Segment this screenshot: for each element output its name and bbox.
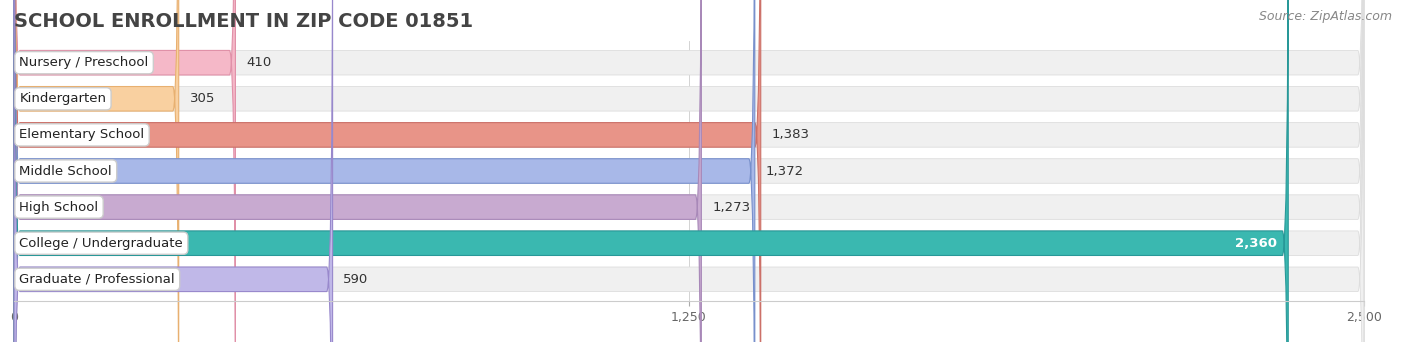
FancyBboxPatch shape: [14, 0, 755, 342]
FancyBboxPatch shape: [14, 0, 235, 342]
Text: 590: 590: [343, 273, 368, 286]
FancyBboxPatch shape: [14, 0, 1364, 342]
Text: Source: ZipAtlas.com: Source: ZipAtlas.com: [1258, 10, 1392, 23]
FancyBboxPatch shape: [14, 0, 1364, 342]
Text: Kindergarten: Kindergarten: [20, 92, 107, 105]
Text: Middle School: Middle School: [20, 165, 112, 177]
Text: Nursery / Preschool: Nursery / Preschool: [20, 56, 149, 69]
FancyBboxPatch shape: [14, 0, 179, 342]
Text: 410: 410: [246, 56, 271, 69]
FancyBboxPatch shape: [14, 0, 702, 342]
Text: High School: High School: [20, 201, 98, 214]
Text: SCHOOL ENROLLMENT IN ZIP CODE 01851: SCHOOL ENROLLMENT IN ZIP CODE 01851: [14, 12, 474, 31]
Text: 305: 305: [190, 92, 215, 105]
FancyBboxPatch shape: [14, 0, 1364, 342]
FancyBboxPatch shape: [14, 0, 1364, 342]
Text: 2,360: 2,360: [1236, 237, 1278, 250]
Text: Elementary School: Elementary School: [20, 128, 145, 141]
Text: College / Undergraduate: College / Undergraduate: [20, 237, 183, 250]
FancyBboxPatch shape: [14, 0, 1364, 342]
FancyBboxPatch shape: [14, 0, 1288, 342]
FancyBboxPatch shape: [14, 0, 761, 342]
Text: Graduate / Professional: Graduate / Professional: [20, 273, 176, 286]
Text: 1,383: 1,383: [772, 128, 810, 141]
Text: 1,372: 1,372: [766, 165, 804, 177]
FancyBboxPatch shape: [14, 0, 1364, 342]
Text: 1,273: 1,273: [713, 201, 751, 214]
FancyBboxPatch shape: [14, 0, 1364, 342]
FancyBboxPatch shape: [14, 0, 333, 342]
